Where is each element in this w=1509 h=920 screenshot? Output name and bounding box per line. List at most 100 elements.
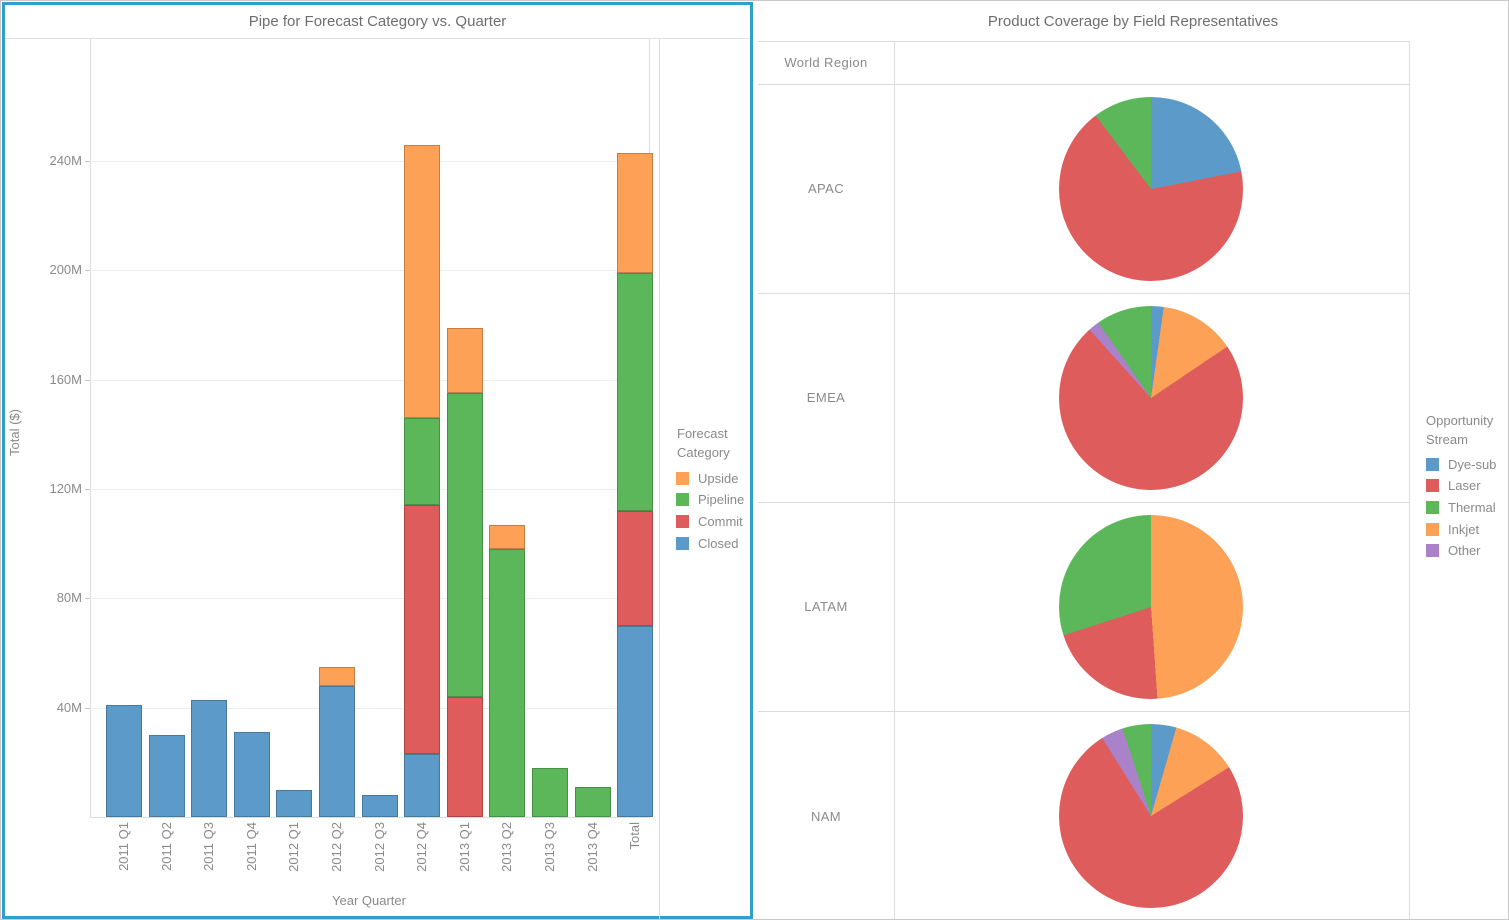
legend-item-commit[interactable]: Commit (676, 513, 743, 529)
y-tick-mark-200m (85, 270, 90, 271)
pie-emea[interactable] (1059, 305, 1243, 490)
bar-2013-q2-upside[interactable] (489, 524, 526, 550)
region-label-nam: NAM (810, 808, 842, 824)
x-tick-label-2013-q1: 2013 Q1 (456, 822, 472, 872)
x-tick-label-2011-q1: 2011 Q1 (116, 822, 131, 871)
bar-2012-q1-closed[interactable] (276, 789, 313, 817)
bar-2012-q2-closed[interactable] (319, 685, 355, 817)
forecast-legend-title-line2: Category (677, 445, 730, 460)
legend-item-dye-sub[interactable]: Dye-sub (1426, 456, 1496, 472)
x-tick-label-2012-q3: 2012 Q3 (371, 822, 387, 872)
legend-item-other[interactable]: Other (1426, 543, 1481, 559)
legend-item-closed[interactable]: Closed (676, 535, 738, 551)
x-tick-label-2011-q2: 2011 Q2 (158, 822, 174, 871)
y-tick-label-200m: 200M (49, 262, 82, 277)
y-tick-label-120m: 120M (49, 481, 82, 496)
legend-label-pipeline: Pipeline (698, 492, 745, 508)
x-axis-line (90, 817, 650, 818)
table-line (1409, 41, 1410, 919)
legend-item-inkjet[interactable]: Inkjet (1426, 521, 1479, 537)
x-tick-label-2013-q3: 2013 Q3 (542, 822, 557, 872)
x-tick-label-total: Total (627, 822, 643, 850)
legend-swatch-inkjet (1426, 522, 1439, 536)
gridline-80m (90, 598, 649, 599)
bar-2012-q4-commit[interactable] (404, 505, 441, 755)
legend-swatch-other (1426, 544, 1439, 558)
table-line (894, 41, 895, 919)
x-tick-label-2011-q4: 2011 Q4 (243, 822, 259, 871)
bar-2013-q1-upside[interactable] (446, 327, 483, 394)
y-tick-mark-40m (85, 708, 90, 709)
region-label-latam: LATAM (804, 599, 848, 614)
bar-total-closed[interactable] (617, 625, 654, 817)
gridline-240m (90, 161, 649, 162)
table-line (758, 502, 1409, 503)
bar-2013-q4-pipeline[interactable] (574, 786, 611, 817)
legend-swatch-thermal (1426, 500, 1439, 514)
legend-label-other: Other (1448, 543, 1481, 559)
legend-divider (659, 39, 660, 919)
stream-legend-title-line1: Opportunity (1426, 413, 1494, 428)
legend-swatch-commit (676, 514, 689, 528)
y-tick-mark-80m (85, 598, 90, 599)
legend-swatch-closed (676, 536, 689, 550)
right-chart-title: Product Coverage by Field Representative… (987, 13, 1279, 30)
pie-latam[interactable] (1059, 514, 1243, 699)
table-line (758, 711, 1409, 712)
x-tick-label-2013-q2: 2013 Q2 (499, 822, 515, 872)
bar-2011-q1-closed[interactable] (106, 704, 142, 817)
legend-swatch-upside (676, 471, 689, 485)
bar-2012-q4-pipeline[interactable] (404, 417, 441, 506)
y-tick-label-40m: 40M (56, 700, 82, 715)
bar-total-pipeline[interactable] (617, 273, 654, 511)
pie-nam[interactable] (1059, 724, 1243, 908)
bar-2011-q3-closed[interactable] (191, 699, 228, 817)
legend-swatch-pipeline (676, 493, 689, 507)
bar-2011-q4-closed[interactable] (233, 732, 270, 817)
legend-item-laser[interactable]: Laser (1426, 478, 1481, 494)
bar-2012-q4-upside[interactable] (404, 144, 441, 418)
table-line (758, 41, 1409, 42)
bar-2013-q3-pipeline[interactable] (532, 767, 568, 817)
legend-label-commit: Commit (698, 513, 743, 529)
column-header-world-region: World Region (784, 55, 868, 70)
title-divider (5, 38, 750, 39)
y-tick-mark-160m (85, 380, 90, 381)
bar-2012-q2-upside[interactable] (319, 666, 355, 686)
bar-2013-q1-commit[interactable] (446, 696, 483, 817)
table-line (758, 84, 1409, 85)
x-tick-label-2011-q3: 2011 Q3 (201, 822, 217, 871)
y-tick-mark-120m (85, 489, 90, 490)
gridline-200m (90, 270, 649, 271)
y-tick-label-240m: 240M (49, 153, 82, 168)
sheet-pipe-forecast: Pipe for Forecast Category vs. Quarter 4… (2, 2, 753, 919)
bar-total-commit[interactable] (617, 510, 654, 626)
bar-2012-q3-closed[interactable] (361, 795, 398, 817)
y-axis-title: Total ($) (6, 409, 22, 456)
x-tick-label-2013-q4: 2013 Q4 (584, 822, 600, 872)
y-tick-label-160m: 160M (49, 372, 82, 387)
gridline-160m (90, 380, 649, 381)
legend-item-upside[interactable]: Upside (676, 470, 738, 486)
table-line (758, 293, 1409, 294)
y-tick-mark-240m (85, 161, 90, 162)
legend-item-pipeline[interactable]: Pipeline (676, 492, 744, 508)
legend-swatch-dye-sub (1426, 457, 1439, 471)
region-label-emea: EMEA (806, 390, 846, 405)
stream-legend-title-line2: Stream (1426, 432, 1468, 447)
legend-label-closed: Closed (698, 535, 739, 551)
bar-2013-q1-pipeline[interactable] (446, 393, 483, 697)
pie-apac[interactable] (1059, 96, 1243, 281)
x-tick-label-2012-q4: 2012 Q4 (414, 822, 430, 872)
forecast-legend-title-line1: Forecast (677, 426, 728, 441)
bar-2012-q4-closed[interactable] (404, 754, 441, 817)
bar-2013-q2-pipeline[interactable] (489, 549, 526, 817)
legend-item-thermal[interactable]: Thermal (1426, 499, 1496, 515)
gridline-120m (90, 489, 649, 490)
x-axis-title: Year Quarter (332, 893, 406, 908)
bar-total-upside[interactable] (617, 152, 654, 274)
legend-label-inkjet: Inkjet (1448, 521, 1480, 537)
legend-label-laser: Laser (1448, 478, 1481, 494)
bar-2011-q2-closed[interactable] (148, 735, 185, 817)
